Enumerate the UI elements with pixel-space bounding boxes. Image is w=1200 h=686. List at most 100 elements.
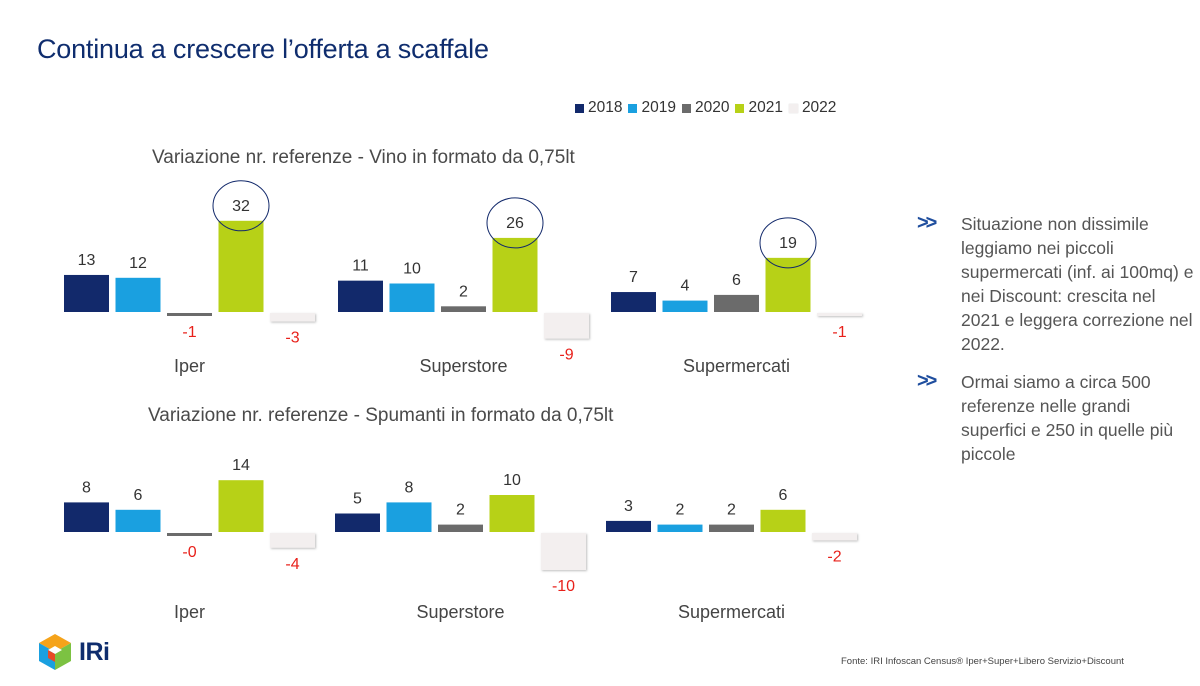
chart-title-vino: Variazione nr. referenze - Vino in forma… xyxy=(152,147,575,168)
iri-cube-logo xyxy=(39,634,71,670)
bar-2019-iper xyxy=(115,509,161,532)
logo-text: IRi xyxy=(79,637,110,666)
data-label: 6 xyxy=(732,272,741,289)
data-label: 12 xyxy=(129,255,147,272)
data-label: 2 xyxy=(676,502,685,519)
legend-item-2018: 2018 xyxy=(575,99,622,117)
double-chevron-right-icon: >> xyxy=(917,212,937,234)
data-label: 11 xyxy=(352,258,369,275)
bar-2019-superstore xyxy=(386,502,432,532)
commentary: >> Situazione non dissimile leggiamo nei… xyxy=(917,212,1197,480)
legend-swatch xyxy=(575,103,584,113)
bar-2021-superstore xyxy=(492,237,538,312)
chart-title-spumanti: Variazione nr. referenze - Spumanti in f… xyxy=(148,405,614,426)
data-label: -1 xyxy=(182,324,196,341)
data-label: -2 xyxy=(827,548,841,565)
data-label: 8 xyxy=(82,479,91,496)
legend-item-2022: 2022 xyxy=(788,99,837,117)
bar-2018-supermercati xyxy=(611,292,656,312)
bar-2020-iper xyxy=(167,313,212,316)
category-label: Superstore xyxy=(416,602,504,622)
bar-2021-superstore xyxy=(489,495,535,532)
highlight-circle xyxy=(486,197,544,249)
bar-2020-superstore xyxy=(441,306,486,312)
bar-2020-supermercati xyxy=(709,524,754,532)
data-label: 13 xyxy=(78,252,96,269)
bar-2020-superstore xyxy=(438,524,483,532)
bar-2020-supermercati xyxy=(714,294,759,312)
bar-2022-superstore xyxy=(541,533,586,570)
data-label: -1 xyxy=(832,324,846,341)
data-label: 2 xyxy=(459,283,468,300)
data-label: 26 xyxy=(506,215,524,232)
double-chevron-right-icon: >> xyxy=(917,370,937,392)
data-label: 2 xyxy=(727,502,736,519)
data-label: 19 xyxy=(779,235,797,252)
data-label: 2 xyxy=(456,502,465,519)
legend-label: 2018 xyxy=(588,99,623,116)
bar-2019-superstore xyxy=(389,283,435,312)
data-label: 8 xyxy=(405,479,414,496)
data-label: 4 xyxy=(681,278,690,295)
bar-2019-supermercati xyxy=(657,524,703,532)
data-label: 10 xyxy=(503,472,521,489)
bar-2021-supermercati xyxy=(765,257,811,312)
data-label: 10 xyxy=(403,261,421,278)
data-label: -4 xyxy=(285,556,299,573)
bar-2019-supermercati xyxy=(662,300,708,312)
category-label: Superstore xyxy=(419,356,507,376)
legend-swatch xyxy=(788,103,798,113)
highlight-circle xyxy=(759,217,817,269)
bar-2022-superstore xyxy=(544,313,589,339)
data-label: 5 xyxy=(353,491,362,508)
bar-2022-supermercati xyxy=(812,533,857,541)
bar-2021-supermercati xyxy=(760,509,806,532)
data-label: 6 xyxy=(779,487,788,504)
category-label: Supermercati xyxy=(678,602,785,622)
highlight-circle xyxy=(212,180,270,232)
bar-2021-iper xyxy=(218,480,264,532)
data-label: -10 xyxy=(552,578,575,595)
data-label: -0 xyxy=(182,544,196,561)
data-label: 7 xyxy=(629,269,638,286)
bullet-text: Ormai siamo a circa 500 referenze nelle … xyxy=(961,372,1174,464)
bar-2019-iper xyxy=(115,277,161,312)
data-label: -9 xyxy=(559,347,573,364)
bar-2021-iper xyxy=(218,220,264,312)
page-title: Continua a crescere l’offerta a scaffale xyxy=(37,34,489,64)
category-label: Supermercati xyxy=(683,356,790,376)
data-label: 14 xyxy=(232,457,250,474)
category-label: Iper xyxy=(174,356,205,376)
legend-item-2020: 2020 xyxy=(681,99,730,117)
legend-label: 2022 xyxy=(801,99,837,116)
bar-2020-iper xyxy=(167,533,212,536)
legend-swatch xyxy=(628,103,638,113)
chart-spumanti: 8 6 -0 14 -4 Iper 5 8 2 10 -10 Superstore 3 2 2 6 -2 Supe… xyxy=(64,457,857,622)
iri-logo: IRi xyxy=(36,632,110,672)
legend-swatch xyxy=(681,103,691,113)
category-label: Iper xyxy=(174,602,205,622)
bar-2022-supermercati xyxy=(817,313,862,316)
bar-2018-iper xyxy=(64,274,109,312)
data-label: 6 xyxy=(134,487,143,504)
legend-label: 2019 xyxy=(641,99,676,116)
chart-legend: 2018 2019 2020 2021 2022 xyxy=(575,99,842,117)
bullet-item: >> Situazione non dissimile leggiamo nei… xyxy=(917,212,1197,356)
bullet-text: Situazione non dissimile leggiamo nei pi… xyxy=(961,214,1194,354)
data-label: 3 xyxy=(624,498,633,515)
bullet-item: >> Ormai siamo a circa 500 referenze nel… xyxy=(917,370,1197,466)
bar-2018-supermercati xyxy=(606,520,651,532)
bar-2018-iper xyxy=(64,502,109,532)
legend-item-2021: 2021 xyxy=(735,99,783,117)
bar-2022-iper xyxy=(270,533,315,548)
chart-vino: 13 12 -1 32 -3 Iper 11 10 2 26 -9 Superstore 7 4 6 19 -1… xyxy=(64,180,862,376)
bar-2022-iper xyxy=(270,313,315,322)
bar-2018-superstore xyxy=(338,280,383,312)
data-label: 32 xyxy=(232,198,250,215)
data-label: -3 xyxy=(285,330,299,347)
legend-item-2019: 2019 xyxy=(628,99,676,117)
legend-label: 2021 xyxy=(748,99,783,116)
legend-label: 2020 xyxy=(694,99,730,116)
bar-2018-superstore xyxy=(335,513,380,532)
source-note: Fonte: IRI Infoscan Census® Iper+Super+L… xyxy=(841,656,1124,667)
